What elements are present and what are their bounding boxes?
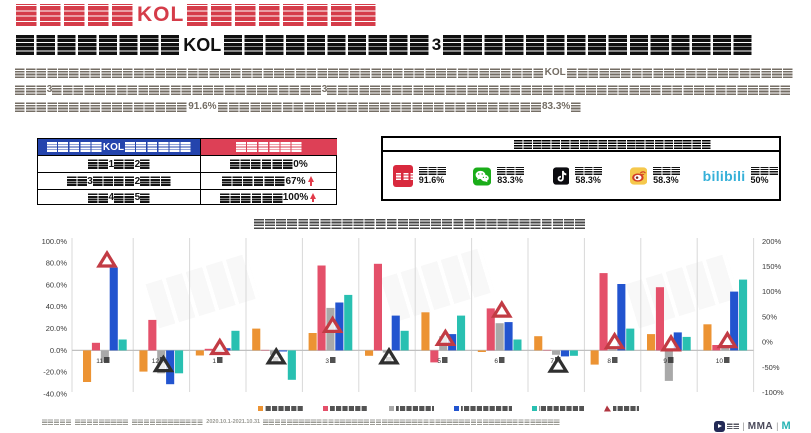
svg-text:-100%: -100% (762, 388, 784, 397)
svg-text:1: 1 (212, 358, 216, 365)
svg-text:150%: 150% (762, 262, 782, 271)
svg-text:10: 10 (716, 358, 724, 365)
svg-text:80.0%: 80.0% (46, 259, 68, 268)
svg-text:9: 9 (663, 358, 667, 365)
svg-text:-50%: -50% (762, 363, 780, 372)
svg-text:0%: 0% (762, 338, 773, 347)
svg-text:40.0%: 40.0% (46, 302, 68, 311)
svg-text:100.0%: 100.0% (42, 237, 68, 246)
svg-text:20.0%: 20.0% (46, 324, 68, 333)
svg-text:100%: 100% (762, 287, 782, 296)
svg-text:8: 8 (607, 358, 611, 365)
svg-text:5: 5 (437, 358, 441, 365)
svg-text:11: 11 (96, 358, 103, 365)
svg-text:6: 6 (494, 358, 498, 365)
svg-text:50%: 50% (762, 312, 777, 321)
svg-text:200%: 200% (762, 237, 782, 246)
svg-text:-20.0%: -20.0% (43, 368, 67, 377)
svg-text:0.0%: 0.0% (50, 346, 67, 355)
svg-text:3: 3 (325, 358, 329, 365)
svg-text:-40.0%: -40.0% (43, 389, 67, 398)
svg-text:60.0%: 60.0% (46, 280, 68, 289)
svg-text:7: 7 (550, 358, 554, 365)
svg-text:12: 12 (152, 358, 160, 365)
